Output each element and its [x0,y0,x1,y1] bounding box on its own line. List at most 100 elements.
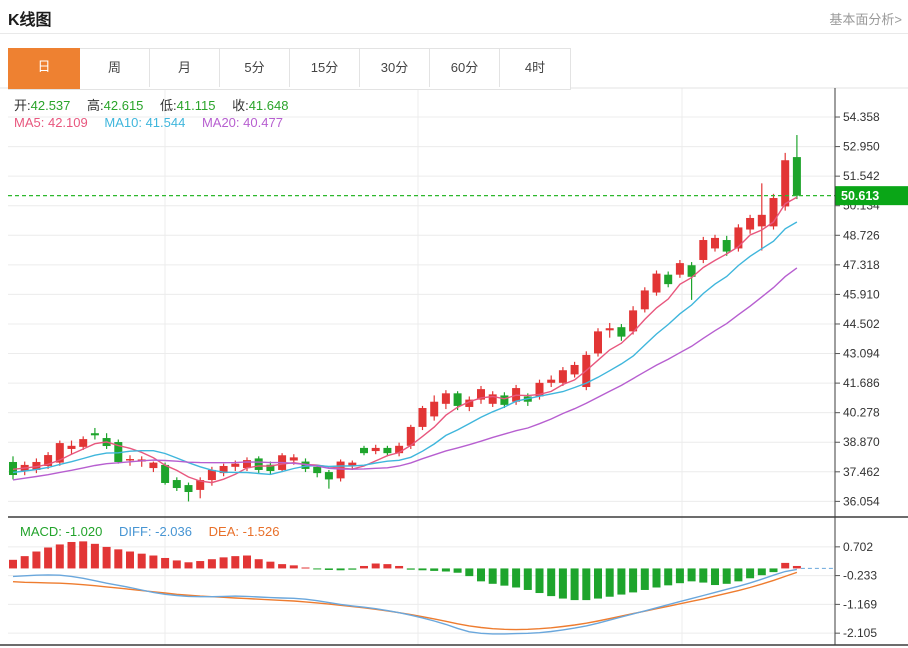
svg-text:47.318: 47.318 [843,258,880,272]
candle-body [79,439,88,447]
candle-body [371,447,380,452]
macd-bar [664,568,673,586]
tab-month[interactable]: 月 [150,49,220,87]
tab-5min[interactable]: 5分 [220,49,290,87]
axis-labels: 54.35852.95051.54250.13448.72647.31845.9… [835,110,880,640]
tab-day[interactable]: 日 [8,48,80,89]
macd-bar [196,561,205,569]
candle-body [699,240,708,260]
macd-bar [769,568,778,573]
svg-text:41.686: 41.686 [843,376,880,390]
ma20-readout: MA20: 40.477 [201,115,283,130]
candle-body [769,198,778,227]
svg-text:36.054: 36.054 [843,494,880,508]
macd-bar [734,568,743,582]
macd-bar [313,568,322,570]
macd-bar [301,567,310,569]
macd-bar [547,568,556,597]
candle-body [652,273,661,293]
macd-bar [453,568,462,573]
macd-bar [90,543,99,569]
macd-legend: MACD: -1.020 DIFF: -2.036 DEA: -1.526 [20,524,292,539]
candle-body [792,157,801,196]
svg-text:44.502: 44.502 [843,317,880,331]
macd-bar [161,557,170,569]
candle-body [711,237,719,249]
candle-body [336,461,345,479]
macd-bar [570,568,579,601]
macd-bar [418,568,427,571]
macd-bar [781,562,790,569]
macd-bar [477,568,485,582]
macd-bar [535,568,544,594]
svg-text:45.910: 45.910 [843,287,880,301]
macd-bar [114,549,123,569]
candle-body [184,485,193,493]
close-readout: 收:41.648 [232,98,289,113]
candle-body [453,393,462,406]
svg-text:43.094: 43.094 [843,347,880,361]
macd-bar [687,568,696,582]
macd-bar [792,565,801,569]
macd-bar [231,556,240,569]
candle-body [734,227,743,249]
macd-bar [406,568,415,570]
svg-text:40.278: 40.278 [843,406,880,420]
candle-body [289,457,298,461]
macd-bar [336,568,345,571]
macd-bar [266,561,275,569]
macd-bar [172,560,181,569]
macd-bar [652,568,661,588]
candle-body [324,472,333,480]
gridlines [0,87,908,645]
macd-bar [395,565,404,569]
candle-body [441,393,450,404]
candle-body [9,461,17,476]
macd-bar [746,568,755,579]
macd-bar [55,544,64,569]
dea-readout: DEA: -1.526 [208,524,280,539]
candle-body [781,160,790,207]
svg-text:52.950: 52.950 [843,140,880,154]
candle-body [535,382,544,397]
macd-bar [465,568,474,577]
candle-body [570,364,579,375]
macd-bar [757,568,766,576]
candle-body [746,217,755,230]
tab-30min[interactable]: 30分 [360,49,430,87]
tab-15min[interactable]: 15分 [290,49,360,87]
header-divider [0,33,908,34]
svg-text:-2.105: -2.105 [843,626,877,640]
macd-bar [324,568,333,570]
macd-bar [254,559,263,569]
macd-bar [289,565,298,569]
macd-bar [184,562,193,569]
fundamental-analysis-link[interactable]: 基本面分析> [829,12,902,27]
macd-bar [219,557,228,569]
tab-4hour[interactable]: 4时 [500,49,570,87]
candle-body [594,331,602,354]
macd-bar [126,551,134,569]
macd-bar [79,541,88,569]
candle-body [383,447,392,454]
macd-bar [675,568,684,584]
candle-body [722,240,731,252]
svg-text:51.542: 51.542 [843,169,880,183]
macd-bar [582,568,591,601]
candle-body [418,408,427,427]
ma5-line [12,196,798,484]
tab-60min[interactable]: 60分 [430,49,500,87]
macd-bar [711,568,719,586]
macd-bar [441,568,450,572]
macd-bar [149,555,158,569]
candle-body [207,469,216,481]
macd-bar [67,541,76,569]
tab-week[interactable]: 周 [80,49,150,87]
candle-body [640,290,649,310]
macd-bar [558,568,567,599]
candle-body [617,327,626,337]
macd-bar [20,556,29,569]
candle-body [231,463,240,467]
candle-body [406,426,415,446]
